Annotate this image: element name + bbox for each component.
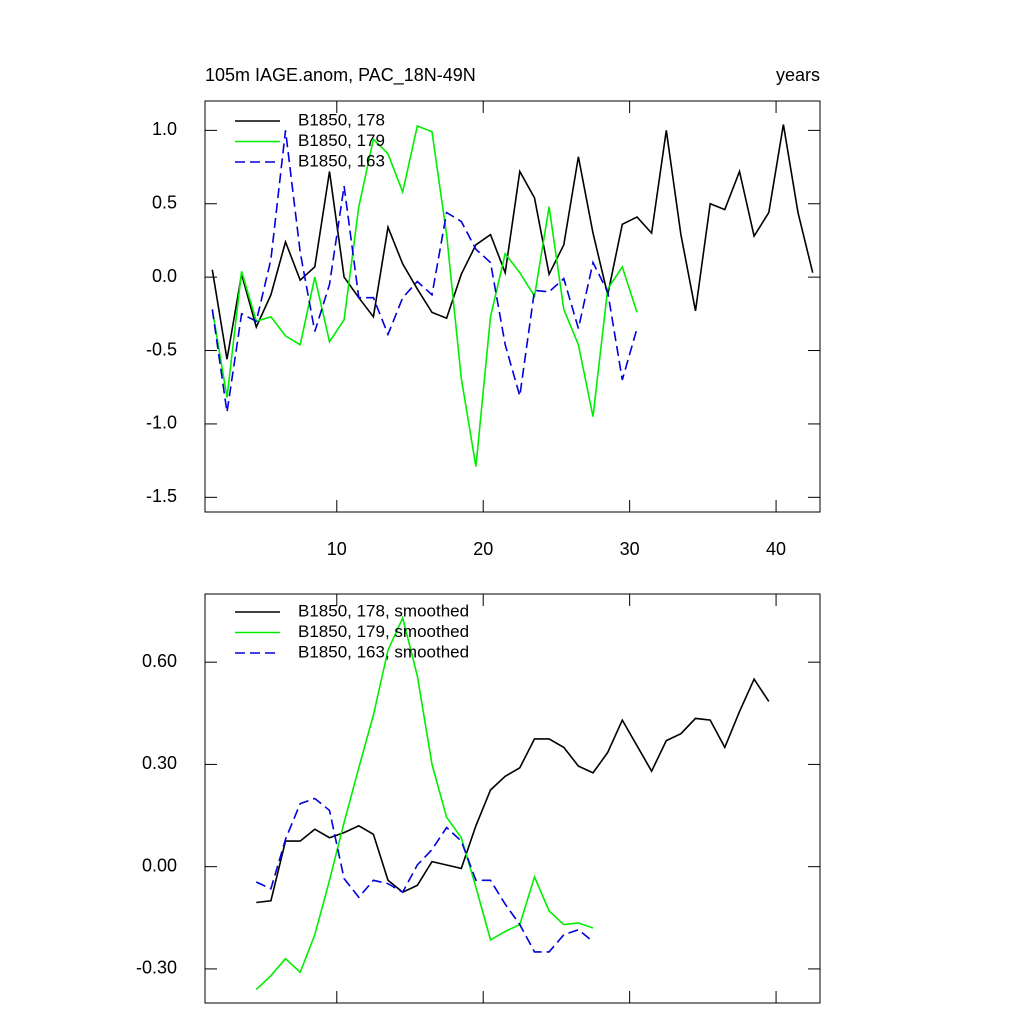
x-tick-label: 30 bbox=[620, 539, 640, 559]
legend-label: B1850, 163 bbox=[298, 151, 385, 170]
legend-label: B1850, 178, smoothed bbox=[298, 601, 469, 620]
y-tick-label: -0.5 bbox=[146, 339, 177, 359]
series-line bbox=[255, 615, 594, 990]
legend-label: B1850, 179, smoothed bbox=[298, 622, 469, 641]
legend-label: B1850, 163, smoothed bbox=[298, 642, 469, 661]
legend-label: B1850, 178 bbox=[298, 110, 385, 129]
y-tick-label: 0.00 bbox=[142, 855, 177, 875]
chart-subtitle: years bbox=[776, 65, 820, 85]
x-tick-label: 40 bbox=[766, 539, 786, 559]
plot-frame bbox=[204, 593, 821, 1004]
series-line bbox=[211, 124, 638, 467]
series-line bbox=[211, 124, 814, 360]
legend-label: B1850, 179 bbox=[298, 131, 385, 150]
y-tick-label: 0.30 bbox=[142, 753, 177, 773]
y-tick-label: 0.0 bbox=[152, 266, 177, 286]
y-tick-label: 1.0 bbox=[152, 119, 177, 139]
x-tick-label: 20 bbox=[473, 539, 493, 559]
series-line bbox=[211, 130, 638, 413]
y-tick-label: -1.5 bbox=[146, 486, 177, 506]
plot-frame bbox=[204, 100, 821, 513]
y-tick-label: -1.0 bbox=[146, 413, 177, 433]
y-tick-label: -0.30 bbox=[136, 958, 177, 978]
chart-title: 105m IAGE.anom, PAC_18N-49N bbox=[205, 65, 476, 86]
y-tick-label: 0.5 bbox=[152, 193, 177, 213]
y-tick-label: 0.60 bbox=[142, 651, 177, 671]
x-tick-label: 10 bbox=[327, 539, 347, 559]
series-line bbox=[255, 797, 594, 953]
series-line bbox=[256, 677, 770, 904]
